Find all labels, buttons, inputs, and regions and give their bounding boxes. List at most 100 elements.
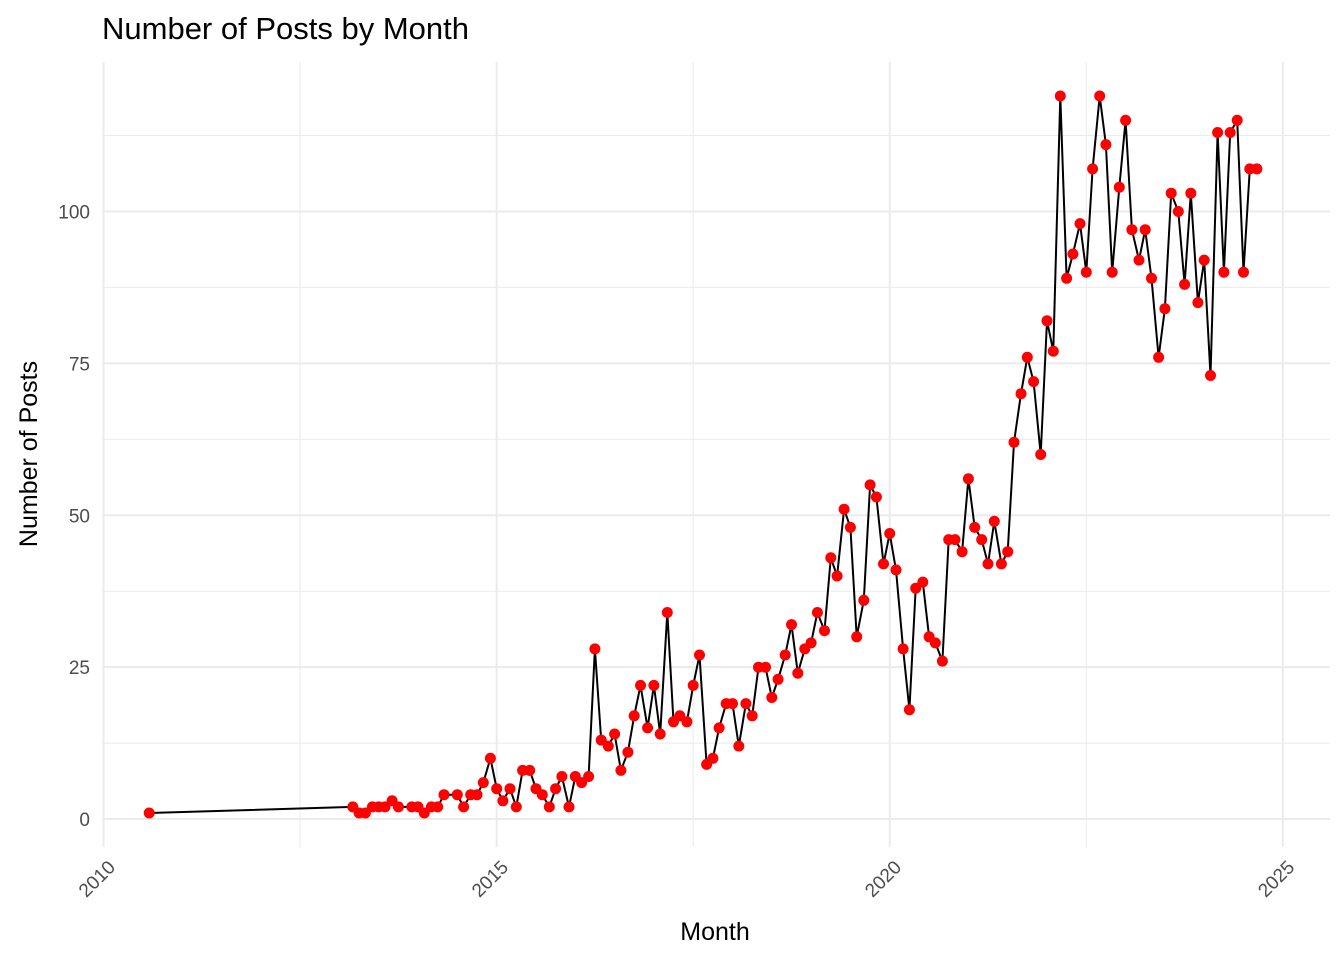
data-point [1113,181,1125,193]
data-point [1028,376,1040,388]
data-point [779,649,791,661]
x-tick-label: 2015 [468,857,513,902]
data-point [929,637,941,649]
data-point [583,771,595,782]
x-tick-label: 2020 [861,857,906,902]
data-point [1074,218,1086,230]
data-point [1106,266,1118,278]
data-point [878,558,889,570]
data-point [1218,266,1230,278]
data-point [1061,272,1073,284]
grid [102,62,1330,847]
data-point [1120,114,1132,126]
data-point [1094,90,1106,102]
data-point [681,716,693,728]
data-point [1172,206,1184,217]
data-point [635,679,646,691]
data-point [917,576,929,588]
data-point [772,673,784,685]
data-point [458,801,470,813]
data-point [543,801,555,813]
data-point [825,552,837,564]
data-point [1041,315,1053,327]
data-point [1133,254,1145,266]
data-point [727,698,738,710]
x-axis: 2010 2015 2020 2025 [75,857,1299,902]
data-point [1080,266,1092,278]
data-point [1139,224,1151,236]
data-point [811,607,823,618]
data-point [491,783,503,795]
data-point [851,631,863,643]
data-point [870,491,882,503]
x-tick-label: 2025 [1254,857,1299,902]
data-point [536,789,548,801]
data-point [903,704,915,716]
data-point [556,771,568,782]
data-point [654,728,666,740]
data-point [936,655,948,667]
data-point [819,625,830,637]
data-point [1205,370,1216,381]
data-point [1192,297,1204,309]
data-point [497,795,509,807]
data-point [1238,266,1249,278]
data-point [864,479,876,491]
data-point [563,801,575,813]
data-point [1047,345,1059,357]
data-point [524,764,536,776]
data-point [1126,224,1138,236]
data-point [831,570,843,582]
data-point [1165,187,1177,199]
data-point [890,564,902,576]
data-point [1185,187,1197,199]
data-point [1179,278,1191,290]
data-point [694,649,705,661]
x-tick-label: 2010 [75,857,120,902]
data-point [1198,254,1210,266]
data-point [687,679,699,691]
data-point [786,619,797,631]
y-tick-label: 75 [69,354,90,375]
data-point [602,740,614,752]
data-point [477,777,489,789]
y-tick-label: 100 [58,202,90,223]
data-point [1224,127,1236,138]
data-point [760,661,771,673]
data-point [1035,449,1047,460]
data-point [995,558,1007,570]
data-point [438,789,450,801]
data-point [956,546,968,558]
data-point [766,692,778,703]
data-point [949,534,961,546]
data-point [642,722,654,734]
data-point [1100,139,1112,151]
data-point [510,801,522,813]
data-point [1146,272,1157,284]
data-point [838,503,850,515]
data-point [622,746,634,758]
data-point [1021,351,1033,363]
posts-series-line [149,95,1257,814]
data-point [648,679,660,691]
data-point [1067,248,1079,260]
data-point [661,607,673,618]
data-point [1015,388,1027,400]
posts-series-points [143,90,1263,819]
data-point [713,722,725,734]
data-point [844,521,856,533]
data-point [897,643,909,655]
data-point [1159,303,1171,315]
data-point [976,534,988,546]
data-point [589,643,601,655]
data-point [1008,436,1020,448]
y-axis-title: Number of Posts [15,361,43,547]
data-point [609,728,621,740]
data-point [615,764,627,776]
data-point [451,789,463,801]
y-tick-label: 0 [79,810,90,831]
data-point [733,740,745,752]
data-point [792,667,804,679]
data-point [1153,351,1165,363]
